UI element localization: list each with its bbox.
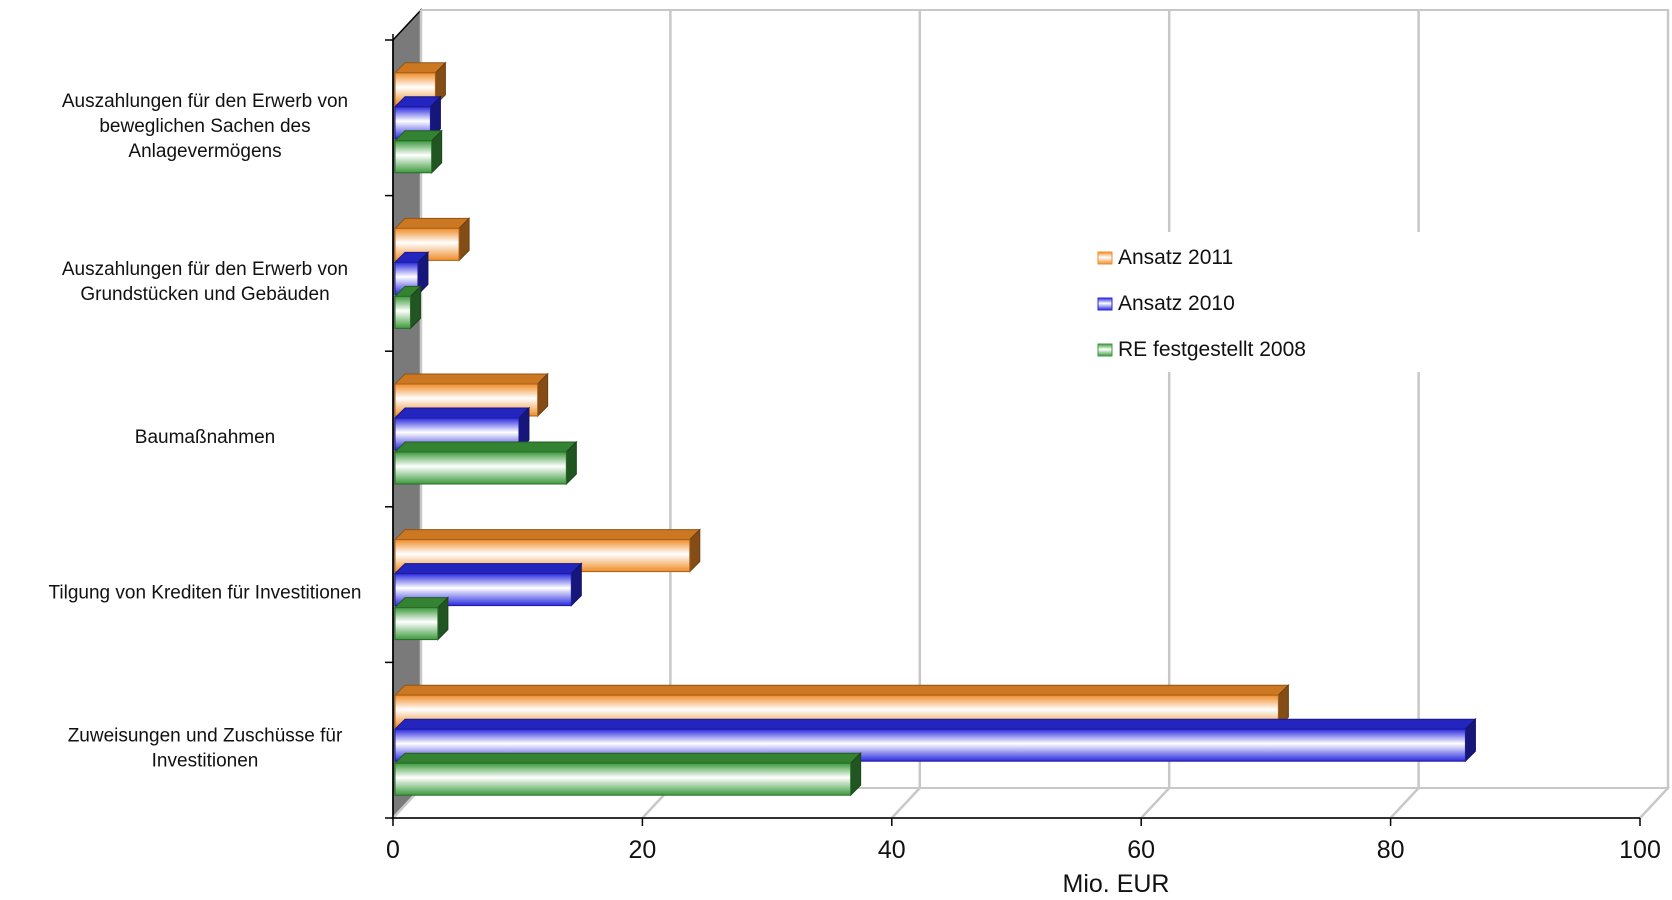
bar-top-4-1 xyxy=(393,718,1477,730)
bar-top-4-0 xyxy=(393,684,1290,696)
bar-1-2 xyxy=(394,295,411,329)
category-label-line: Tilgung von Krediten für Investitionen xyxy=(49,583,362,604)
category-label-line: Anlagevermögens xyxy=(128,141,281,162)
x-tick-label-5: 100 xyxy=(1619,836,1661,864)
legend-label-0: Ansatz 2011 xyxy=(1118,246,1233,269)
gridline-floor-5 xyxy=(1639,787,1669,819)
bars xyxy=(393,61,1477,797)
bar-0-2 xyxy=(394,140,433,174)
category-label-line: Grundstücken und Gebäuden xyxy=(80,284,329,305)
x-tick-label-0: 0 xyxy=(386,836,400,864)
legend-swatch-0 xyxy=(1097,251,1113,265)
legend-swatch-2 xyxy=(1097,343,1113,357)
bar-top-2-2 xyxy=(393,441,578,453)
bar-4-2 xyxy=(394,762,852,796)
bar-2-2 xyxy=(394,451,567,485)
x-tick-label-3: 60 xyxy=(1127,836,1155,864)
x-axis-title: Mio. EUR xyxy=(1063,870,1170,898)
category-label-line: Auszahlungen für den Erwerb von xyxy=(62,91,348,112)
category-label-1: Auszahlungen für den Erwerb von Grundstüc… xyxy=(62,259,348,305)
x-tick-label-2: 40 xyxy=(878,836,906,864)
gridline-floor-2 xyxy=(890,787,921,819)
category-label-line: Baumaßnahmen xyxy=(135,427,275,448)
gridlines xyxy=(392,10,1670,819)
category-label-line: beweglichen Sachen des xyxy=(99,116,310,137)
back-wall xyxy=(421,9,1669,788)
category-label-0: Auszahlungen für den Erwerb von beweglich… xyxy=(62,91,348,162)
gridline-floor-3 xyxy=(1140,787,1171,819)
category-label-4: Zuweisungen und Zuschüsse für Investition… xyxy=(68,726,343,772)
bar-top-1-0 xyxy=(393,217,471,229)
legend: Ansatz 2011 Ansatz 2010 RE festgestellt 20… xyxy=(1092,232,1422,372)
x-tick-label-1: 20 xyxy=(628,836,656,864)
x-tick-label-4: 80 xyxy=(1377,836,1405,864)
legend-label-2: RE festgestellt 2008 xyxy=(1118,338,1306,361)
category-label-line: Zuweisungen und Zuschüsse für xyxy=(68,726,343,747)
legend-box xyxy=(1092,232,1422,372)
labels: 0 20 40 60 80 100 Auszahlungen für den Erwerb … xyxy=(49,91,1661,864)
bar-top-3-1 xyxy=(393,563,583,575)
legend-label-1: Ansatz 2010 xyxy=(1118,292,1235,315)
bar-top-2-0 xyxy=(393,373,549,385)
category-label-line: Investitionen xyxy=(152,751,259,772)
bar-top-4-2 xyxy=(393,752,862,764)
category-label-2: Baumaßnahmen xyxy=(135,427,275,448)
bar-3-2 xyxy=(394,607,439,641)
category-label-line: Auszahlungen für den Erwerb von xyxy=(62,259,348,280)
axes xyxy=(385,34,1641,826)
gridline-floor-4 xyxy=(1389,787,1420,819)
bar-top-2-1 xyxy=(393,407,531,419)
legend-swatch-1 xyxy=(1097,297,1113,311)
category-label-3: Tilgung von Krediten für Investitionen xyxy=(49,583,362,604)
bar-top-3-0 xyxy=(393,529,701,541)
